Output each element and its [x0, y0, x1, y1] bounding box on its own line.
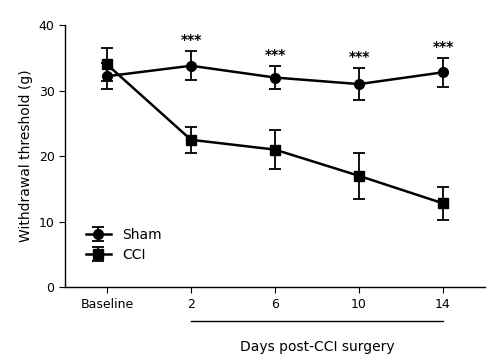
Text: Days post-CCI surgery: Days post-CCI surgery	[240, 340, 394, 354]
Text: ***: ***	[432, 40, 454, 54]
Legend: Sham, CCI: Sham, CCI	[80, 223, 167, 267]
Y-axis label: Withdrawal threshold (g): Withdrawal threshold (g)	[19, 70, 33, 242]
Text: ***: ***	[264, 48, 285, 62]
Text: ***: ***	[348, 50, 370, 64]
Text: ***: ***	[180, 33, 202, 47]
